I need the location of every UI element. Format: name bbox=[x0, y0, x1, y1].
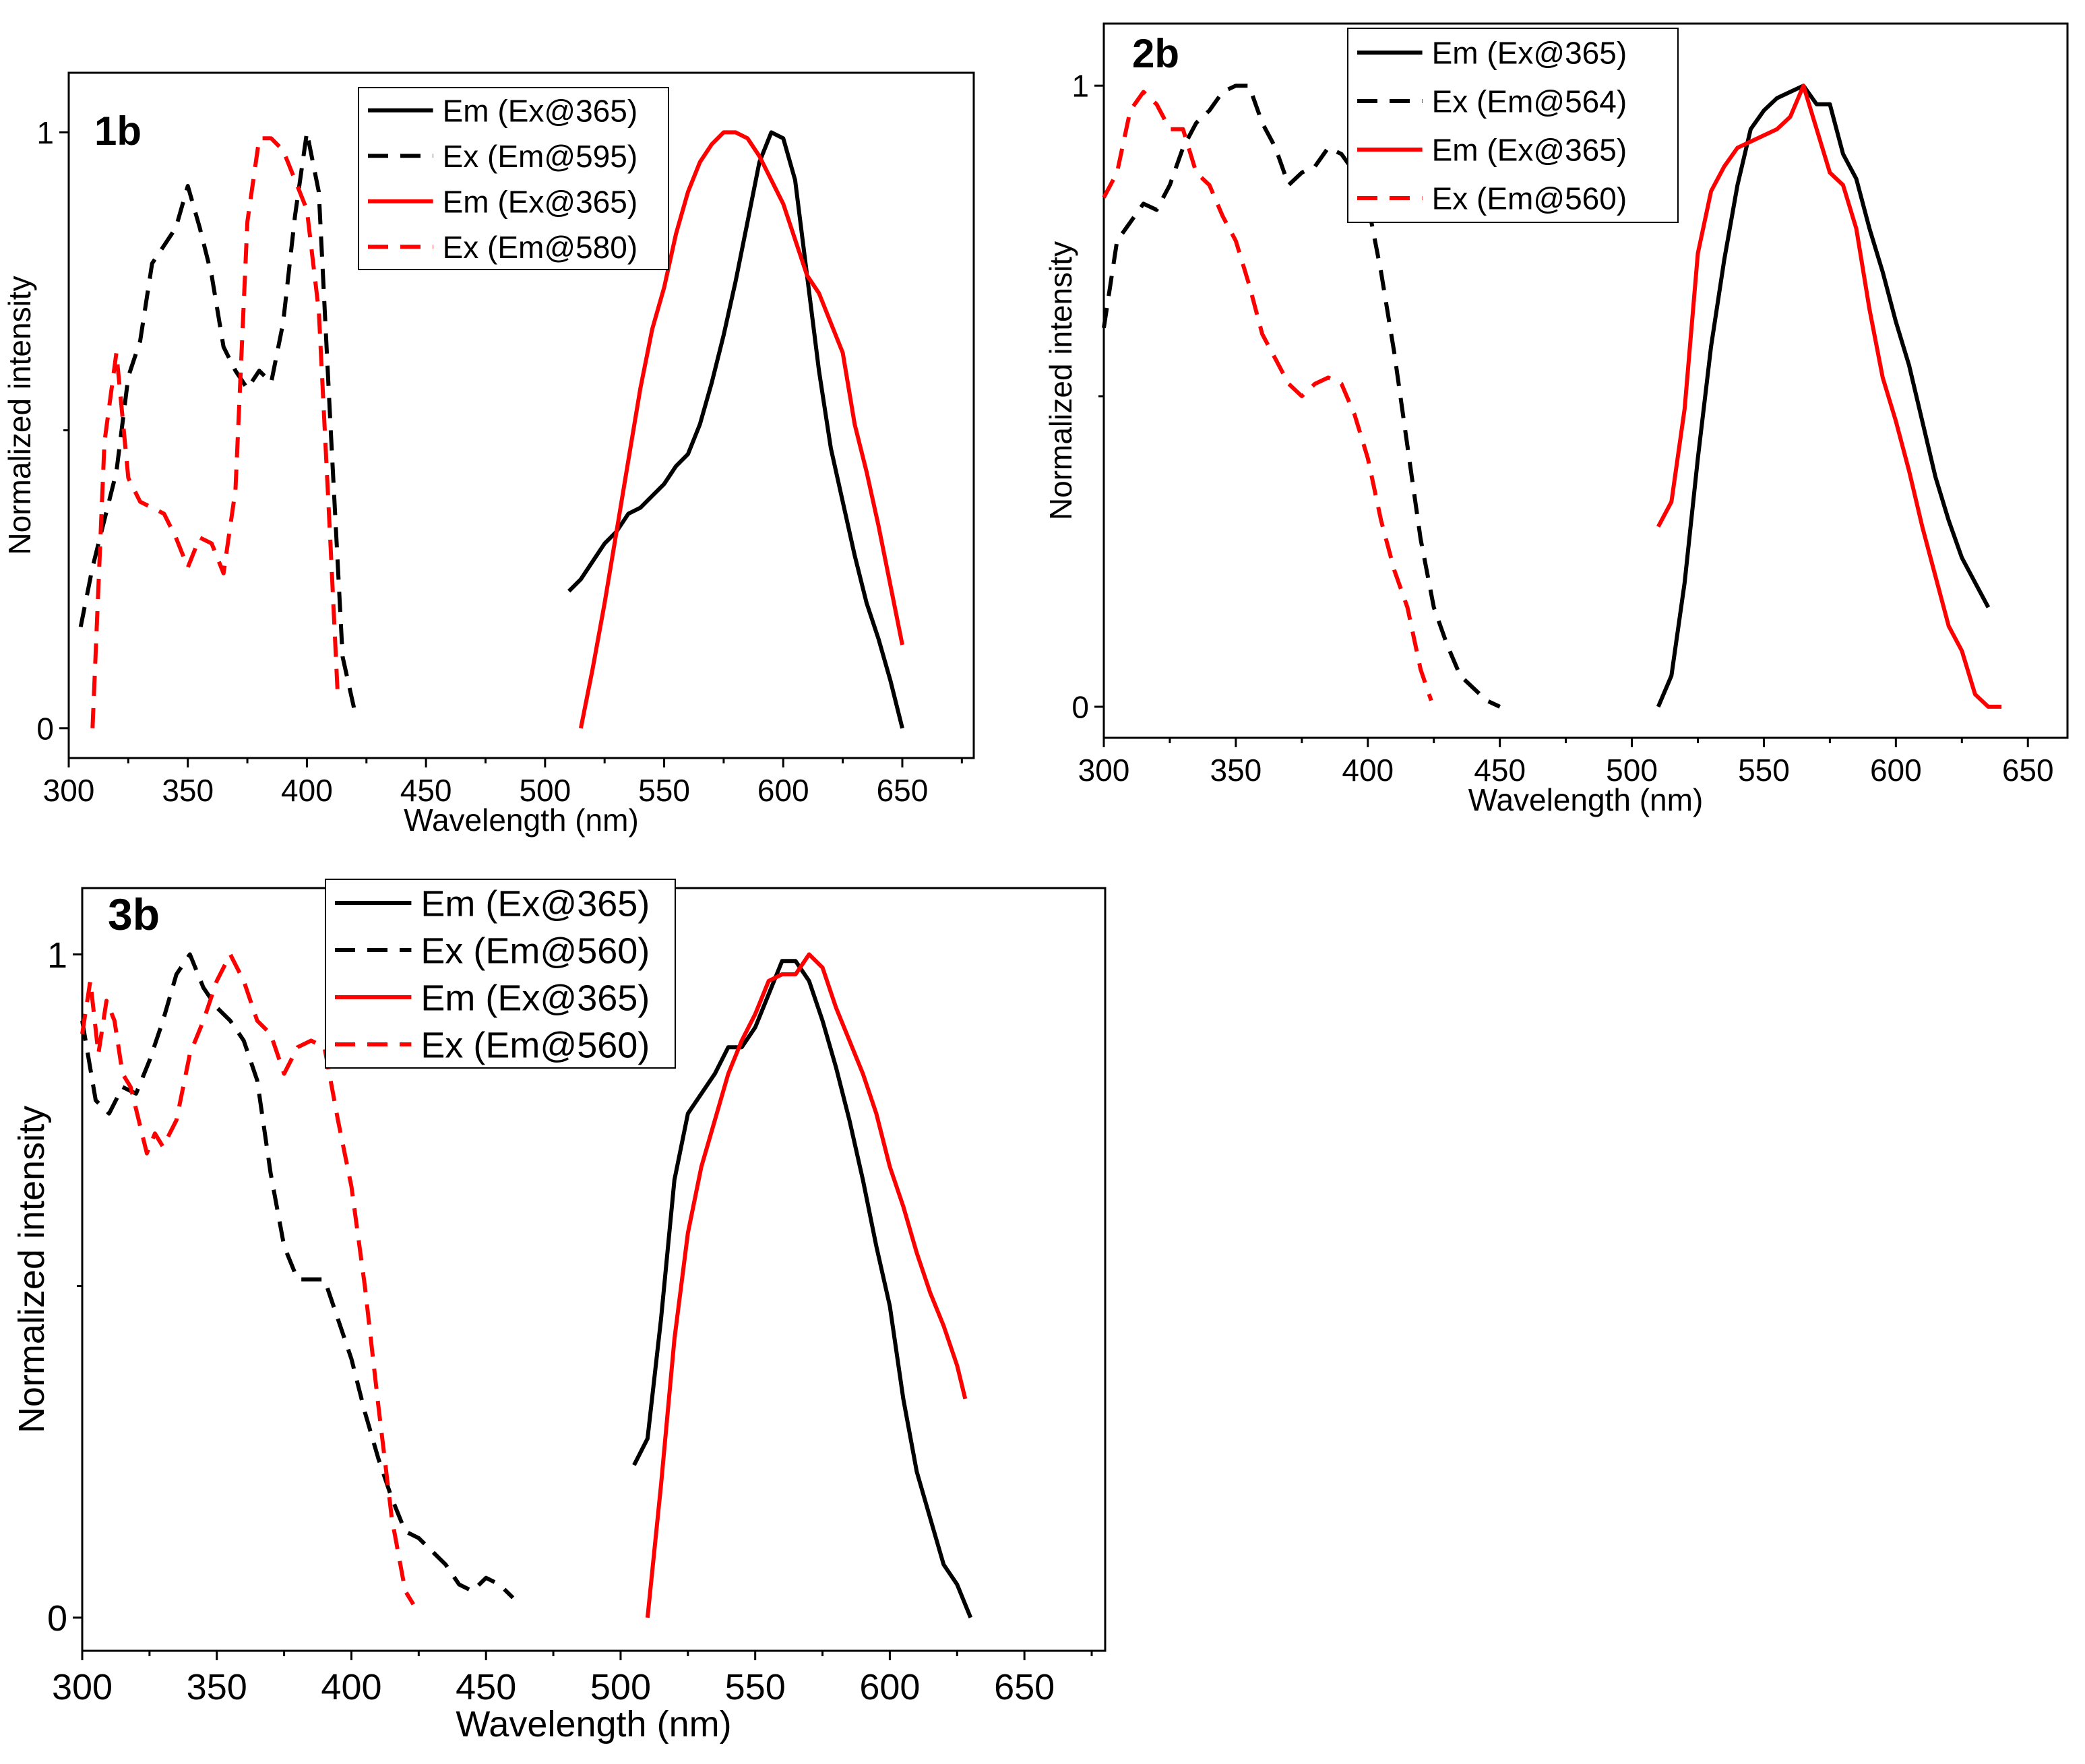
x-tick-label: 350 bbox=[162, 773, 214, 808]
x-axis-label: Wavelength (nm) bbox=[1468, 782, 1704, 817]
x-tick-label: 450 bbox=[400, 773, 452, 808]
x-tick-label: 300 bbox=[43, 773, 95, 808]
y-tick-label: 0 bbox=[47, 1598, 67, 1639]
legend-label: Ex (Em@595) bbox=[443, 139, 638, 174]
x-tick-label: 450 bbox=[1474, 753, 1526, 788]
legend-label: Ex (Em@564) bbox=[1432, 84, 1627, 119]
legend-label: Ex (Em@560) bbox=[421, 931, 650, 971]
series-line-3 bbox=[578, 130, 904, 729]
chart-panel-1b: 300 350 400 450 500 550 600 650 0 1 Wavelength (nm… bbox=[2, 71, 975, 838]
y-axis-label: Normalized intensity bbox=[11, 1106, 52, 1433]
x-tick-label: 500 bbox=[590, 1667, 651, 1707]
x-tick-label: 600 bbox=[757, 773, 809, 808]
plot-frame bbox=[1102, 22, 2069, 739]
legend-label: Em (Ex@365) bbox=[421, 883, 650, 924]
series-line-2 bbox=[80, 952, 515, 1600]
series-line-4 bbox=[90, 136, 340, 728]
x-tick-label: 300 bbox=[1078, 753, 1130, 788]
chart-panel-3b: 300 350 400 450 500 550 600 650 0 1 Wavelength (nm… bbox=[11, 879, 1107, 1744]
x-tick-label: 600 bbox=[1870, 753, 1922, 788]
legend-label: Em (Ex@365) bbox=[421, 978, 650, 1018]
x-tick-label: 650 bbox=[2002, 753, 2054, 788]
series-line-1 bbox=[1656, 84, 1991, 708]
series-line-4 bbox=[1102, 90, 1433, 701]
x-axis-label: Wavelength (nm) bbox=[456, 1704, 731, 1744]
legend-label: Em (Ex@365) bbox=[443, 93, 638, 128]
y-tick-label: 1 bbox=[1071, 69, 1089, 104]
panel-label: 3b bbox=[108, 889, 160, 939]
x-tick-label: 400 bbox=[1342, 753, 1394, 788]
series-line-4 bbox=[80, 952, 415, 1606]
legend-label: Ex (Em@560) bbox=[421, 1025, 650, 1065]
legend-label: Em (Ex@365) bbox=[1432, 36, 1627, 71]
legend-box bbox=[358, 87, 669, 270]
y-tick-label: 0 bbox=[36, 711, 54, 746]
y-axis-label: Normalized intensity bbox=[1043, 241, 1078, 520]
legend-label: Ex (Em@560) bbox=[1432, 181, 1627, 216]
chart-panel-2b: 300 350 400 450 500 550 600 650 0 1 Wavelength (nm… bbox=[1043, 22, 2069, 817]
x-tick-label: 550 bbox=[725, 1667, 786, 1707]
x-tick-label: 600 bbox=[859, 1667, 920, 1707]
legend-label: Ex (Em@580) bbox=[443, 230, 638, 265]
x-tick-label: 350 bbox=[187, 1667, 247, 1707]
x-tick-label: 450 bbox=[456, 1667, 516, 1707]
legend-box bbox=[325, 879, 676, 1069]
x-axis-label: Wavelength (nm) bbox=[404, 802, 639, 838]
x-tick-label: 550 bbox=[1738, 753, 1790, 788]
x-tick-label: 650 bbox=[994, 1667, 1055, 1707]
plot-frame bbox=[67, 71, 975, 759]
series-line-3 bbox=[1656, 84, 2002, 709]
series-line-2 bbox=[1102, 84, 1501, 709]
legend-label: Em (Ex@365) bbox=[1432, 133, 1627, 168]
series-line-1 bbox=[632, 959, 973, 1618]
y-tick-label: 1 bbox=[47, 935, 67, 976]
panel-label: 2b bbox=[1132, 31, 1179, 76]
legend-label: Em (Ex@365) bbox=[443, 184, 638, 219]
x-tick-label: 550 bbox=[638, 773, 690, 808]
x-tick-label: 650 bbox=[877, 773, 929, 808]
x-tick-label: 400 bbox=[321, 1667, 381, 1707]
x-tick-label: 300 bbox=[52, 1667, 113, 1707]
x-tick-label: 500 bbox=[519, 773, 571, 808]
panel-label: 1b bbox=[94, 108, 142, 154]
y-tick-label: 1 bbox=[36, 115, 54, 150]
series-line-1 bbox=[567, 130, 904, 729]
x-tick-label: 500 bbox=[1606, 753, 1658, 788]
x-tick-label: 400 bbox=[281, 773, 333, 808]
series-line-2 bbox=[78, 130, 357, 711]
x-tick-label: 350 bbox=[1210, 753, 1262, 788]
y-tick-label: 0 bbox=[1071, 689, 1089, 724]
legend-box bbox=[1347, 28, 1679, 223]
series-line-3 bbox=[645, 952, 968, 1618]
y-axis-label: Normalized intensity bbox=[2, 276, 37, 555]
